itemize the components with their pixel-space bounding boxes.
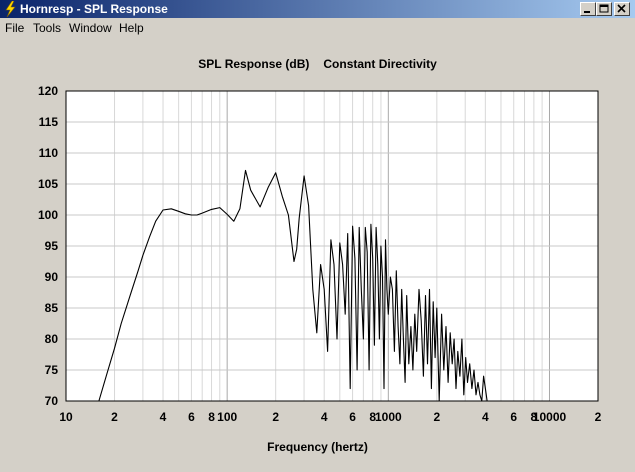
close-button[interactable] (614, 2, 630, 16)
x-tick-label: 2 (272, 410, 279, 424)
minimize-button[interactable] (580, 2, 596, 16)
menu-file[interactable]: File (5, 21, 25, 35)
menu-help[interactable]: Help (119, 21, 144, 35)
y-tick-label: 105 (38, 177, 58, 191)
x-tick-label: 8 (531, 410, 538, 424)
y-tick-label: 115 (39, 115, 59, 129)
plot-frame (65, 90, 599, 402)
y-tick-label: 120 (38, 84, 58, 98)
x-axis-label: Frequency (hertz) (267, 440, 368, 454)
menu-window[interactable]: Window (69, 21, 112, 35)
chart-title-main: SPL Response (dB) (198, 57, 310, 71)
minimize-icon (584, 11, 590, 13)
maximize-button[interactable] (596, 2, 612, 16)
y-tick-label: 95 (45, 239, 59, 253)
x-tick-label: 100 (217, 410, 237, 424)
menu-bar: File Tools Window Help (0, 19, 635, 37)
x-tick-label: 2 (595, 410, 602, 424)
y-tick-label: 85 (45, 301, 59, 315)
x-tick-label: 2 (433, 410, 440, 424)
lightning-icon (5, 1, 16, 17)
close-icon (617, 4, 626, 13)
y-tick-label: 70 (45, 394, 59, 408)
y-tick-label: 80 (45, 332, 59, 346)
x-tick-label: 8 (369, 410, 376, 424)
x-tick-label: 6 (510, 410, 517, 424)
y-tick-label: 90 (45, 270, 59, 284)
x-tick-label: 10 (59, 410, 73, 424)
x-tick-label: 4 (160, 410, 167, 424)
maximize-icon (599, 4, 609, 13)
x-tick-label: 4 (321, 410, 328, 424)
x-tick-label: 10000 (533, 410, 567, 424)
y-tick-label: 100 (38, 208, 58, 222)
chart-title: SPL Response (dB) Constant Directivity (0, 57, 635, 71)
menu-tools[interactable]: Tools (33, 21, 62, 35)
x-tick-label: 6 (188, 410, 195, 424)
x-tick-label: 2 (111, 410, 118, 424)
spl-curve (98, 169, 489, 402)
title-bar: Hornresp - SPL Response (0, 0, 635, 18)
x-tick-label: 1000 (375, 410, 402, 424)
window-title: Hornresp - SPL Response (20, 2, 168, 16)
chart-subtitle: Constant Directivity (323, 57, 437, 71)
y-tick-label: 75 (45, 363, 59, 377)
y-tick-label: 110 (39, 146, 59, 160)
x-tick-label: 8 (208, 410, 215, 424)
x-tick-label: 6 (349, 410, 356, 424)
x-tick-label: 4 (482, 410, 489, 424)
